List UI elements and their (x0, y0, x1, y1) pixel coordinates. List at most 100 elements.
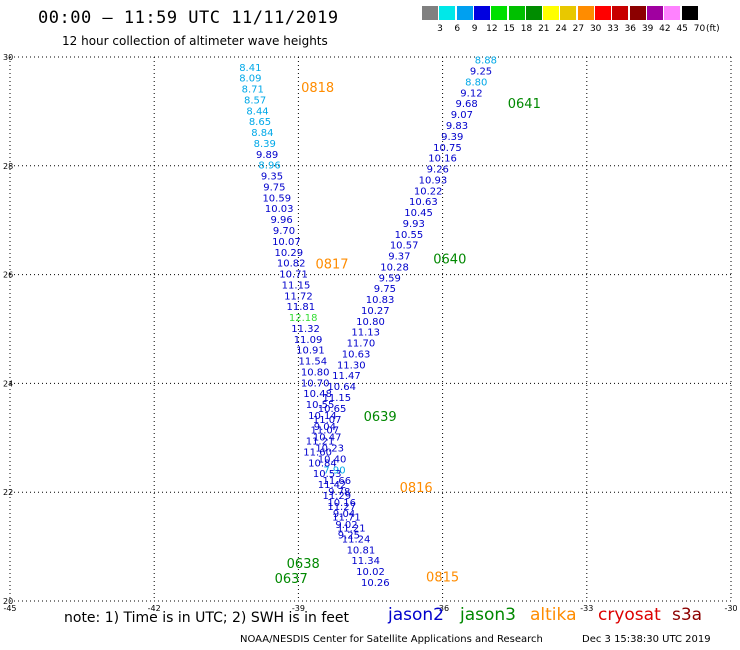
wave-height-value: 11.42 (318, 480, 347, 491)
wave-height-value: 8.57 (244, 95, 266, 106)
x-tick-label: -42 (148, 604, 161, 613)
wave-height-value: 10.27 (361, 306, 390, 317)
legend-swatch-21 (525, 6, 542, 20)
wave-height-value: 10.65 (318, 404, 347, 415)
wave-height-value: 10.28 (380, 262, 409, 273)
pass-time-label: 0818 (301, 81, 334, 96)
legend-label-6: 6 (454, 24, 461, 34)
wave-height-value: 9.68 (456, 99, 478, 110)
wave-height-value: 10.07 (272, 237, 301, 248)
wave-height-value: 8.84 (251, 128, 273, 139)
wave-height-value: 11.09 (294, 335, 323, 346)
wave-height-value: 10.40 (318, 454, 347, 465)
legend-swatch-30 (577, 6, 594, 20)
legend-label-70: 70 (693, 24, 706, 34)
wave-height-value: 9.37 (388, 252, 410, 263)
legend-swatch-12 (473, 6, 490, 20)
wave-height-value: 10.59 (262, 193, 291, 204)
legend-swatch-27 (560, 6, 577, 20)
wave-height-value: 10.55 (306, 400, 335, 411)
legend-unit: (ft) (706, 24, 720, 34)
wave-height-value: 9.93 (403, 219, 425, 230)
wave-height-value: 9.83 (446, 121, 468, 132)
wave-height-value: 11.15 (323, 393, 352, 404)
wave-height-value: 10.45 (404, 208, 433, 219)
legend-label-36: 36 (624, 24, 637, 34)
wave-height-value: 8.65 (249, 117, 271, 128)
wave-height-value: 8.44 (246, 106, 268, 117)
wave-height-value: 8.71 (242, 85, 264, 96)
wave-height-value: 10.48 (303, 389, 332, 400)
wave-height-value: 10.23 (315, 444, 344, 455)
wave-height-value: 10.14 (308, 411, 337, 422)
pass-time-label: 0638 (287, 557, 320, 572)
wave-height-value: 8.96 (258, 161, 280, 172)
legend-swatch-18 (508, 6, 525, 20)
wave-height-value: 9.59 (379, 273, 401, 284)
wave-height-value: 11.29 (323, 491, 352, 502)
pass-time-label: 0639 (364, 410, 397, 425)
wave-height-value: 9.75 (263, 182, 285, 193)
wave-height-value: 10.81 (347, 545, 376, 556)
legend-swatch-6 (439, 6, 456, 20)
wave-height-value: 10.91 (296, 346, 325, 357)
wave-height-value: 11.70 (347, 339, 376, 350)
wave-height-value: 11.07 (311, 426, 340, 437)
wave-height-value: 9.07 (451, 110, 473, 121)
legend-label-30: 30 (589, 24, 602, 34)
y-tick-label: 20 (3, 597, 13, 606)
wave-height-value: 11.21 (337, 524, 366, 535)
wave-height-value: 10.83 (366, 295, 395, 306)
wave-height-value: 8.80 (465, 77, 487, 88)
legend-label-39: 39 (641, 24, 654, 34)
mission-jason2: jason2 (388, 605, 444, 625)
legend-label-9: 9 (471, 24, 478, 34)
wave-height-value: 10.29 (274, 248, 303, 259)
generation-timestamp: Dec 3 15:38:30 UTC 2019 (582, 634, 711, 645)
wave-height-value: 10.70 (301, 378, 330, 389)
wave-height-value: 12.18 (289, 313, 318, 324)
y-tick-label: 26 (3, 271, 13, 280)
wave-height-value: 11.81 (286, 302, 315, 313)
wave-height-value: 10.03 (265, 204, 294, 215)
wave-height-value: 9.78 (328, 487, 350, 498)
x-tick-label: -39 (292, 604, 305, 613)
wave-height-value: 11.66 (323, 476, 352, 487)
x-tick-label: -30 (724, 604, 737, 613)
legend-swatch-42 (646, 6, 663, 20)
legend-swatch-24 (543, 6, 560, 20)
wave-height-value: 9.04 (333, 509, 355, 520)
wave-height-value: 11.30 (337, 360, 366, 371)
wave-height-value: 11.15 (282, 280, 311, 291)
wave-height-value: 11.24 (342, 534, 371, 545)
wave-height-value: 9.25 (338, 531, 360, 542)
pass-time-label: 0815 (426, 571, 459, 586)
wave-height-value: 11.13 (351, 328, 380, 339)
wave-height-value: 10.55 (395, 230, 424, 241)
wave-height-value: 8.41 (239, 63, 261, 74)
y-tick-label: 30 (3, 53, 13, 62)
wave-height-value: 11.32 (291, 324, 320, 335)
map-title: 00:00 – 11:59 UTC 11/11/2019 (38, 8, 339, 28)
wave-height-value: 9.04 (314, 422, 336, 433)
y-tick-label: 24 (3, 379, 13, 388)
units-note: note: 1) Time is in UTC; 2) SWH is in fe… (64, 610, 350, 626)
wave-height-value: 9.70 (273, 226, 295, 237)
legend-label-42: 42 (659, 24, 671, 34)
wave-height-value: 10.80 (301, 367, 330, 378)
legend-swatch-15 (491, 6, 508, 20)
legend-label-27: 27 (572, 24, 585, 34)
wave-height-value: 10.53 (313, 469, 342, 480)
legend-label-12: 12 (486, 24, 498, 34)
wave-height-value: 11.21 (306, 437, 335, 448)
legend-swatch-39 (629, 6, 646, 20)
pass-time-label: 0640 (433, 252, 466, 267)
wave-height-value: 10.16 (327, 498, 356, 509)
legend-label-18: 18 (520, 24, 533, 34)
wave-height-value: 8.39 (254, 139, 276, 150)
credit-line: NOAA/NESDIS Center for Satellite Applica… (240, 634, 543, 645)
wave-height-value: 11.54 (298, 357, 327, 368)
legend-swatch-70 (681, 6, 698, 20)
wave-height-value: 10.26 (361, 578, 390, 589)
wave-height-value: 10.84 (308, 458, 337, 469)
